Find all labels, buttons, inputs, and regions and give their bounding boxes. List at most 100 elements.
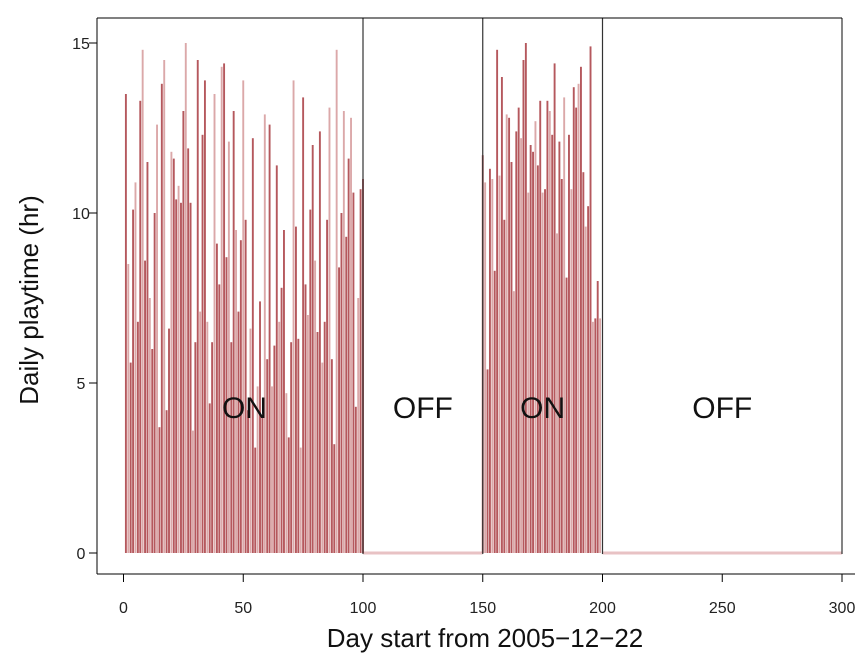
on1-bar — [203, 80, 206, 554]
on1-bar — [223, 63, 226, 554]
on1-bar — [359, 189, 362, 553]
on1-bar — [187, 148, 190, 553]
on1-bar — [206, 321, 209, 553]
on2-bar — [584, 226, 587, 553]
on1-bar — [175, 199, 178, 553]
on1-bar — [263, 114, 266, 554]
on1-bar — [129, 362, 132, 553]
on1-bar — [297, 338, 300, 553]
on1-bar — [347, 158, 350, 553]
on1-bar — [189, 202, 192, 554]
on1-bar — [194, 342, 197, 553]
on2-bar — [541, 192, 544, 553]
on1-bar — [151, 349, 154, 553]
y-tick-label: 15 — [72, 36, 90, 53]
on1-bar — [220, 66, 223, 554]
on1-bar — [326, 219, 329, 554]
on1-bar — [232, 111, 235, 553]
on1-bar — [239, 240, 242, 553]
on2-bar — [579, 66, 582, 554]
on2-bar — [558, 141, 561, 553]
on1-bar — [139, 100, 142, 554]
on2-bar — [568, 134, 570, 554]
phase-label-on: ON — [520, 392, 565, 425]
on1-bar — [357, 298, 360, 553]
on2-bar — [591, 321, 594, 553]
on2-bar — [572, 87, 575, 553]
on1-bar — [180, 202, 182, 554]
on1-bar — [338, 267, 340, 553]
x-tick-label: 200 — [589, 600, 616, 617]
on1-bar — [290, 342, 293, 553]
on1-bar — [132, 209, 135, 553]
on1-bar — [184, 43, 187, 553]
on2-bar — [594, 318, 597, 553]
on2-bar — [522, 60, 525, 553]
on2-bar — [575, 107, 578, 553]
on2-bar — [570, 189, 573, 553]
on2-bar — [524, 43, 527, 553]
on1-bar — [354, 406, 357, 553]
on1-bar — [160, 83, 163, 554]
on1-bar — [330, 359, 333, 553]
on1-bar — [316, 332, 319, 553]
on1-bar — [345, 236, 348, 554]
on1-bar — [235, 230, 238, 553]
on1-bar — [271, 386, 273, 553]
on1-bar — [318, 131, 321, 553]
on2-bar — [548, 111, 551, 553]
on2-bar — [488, 168, 491, 554]
on2-bar — [527, 192, 530, 553]
bars-layer — [124, 43, 842, 555]
on2-bar — [563, 97, 566, 554]
on1-bar — [153, 213, 156, 553]
on1-bar — [244, 219, 247, 554]
on1-bar — [213, 94, 216, 553]
x-tick-label: 0 — [119, 600, 128, 617]
on1-bar — [134, 182, 137, 553]
on2-bar — [512, 291, 515, 553]
on1-bar — [268, 124, 271, 553]
on1-bar — [309, 209, 312, 553]
on1-bar — [225, 257, 228, 553]
on1-bar — [165, 410, 168, 553]
on1-bar — [275, 165, 278, 553]
on2-bar — [520, 138, 523, 553]
on1-bar — [306, 315, 309, 553]
on1-bar — [156, 124, 158, 553]
on1-bar — [158, 427, 161, 553]
on1-bar — [350, 117, 352, 554]
x-tick-label: 300 — [829, 600, 856, 617]
on1-bar — [278, 321, 281, 553]
plot-frame — [96, 17, 855, 575]
on1-bar — [201, 134, 204, 554]
on2-bar — [539, 100, 542, 554]
on1-bar — [192, 430, 194, 553]
on1-bar — [251, 138, 254, 553]
phase-label-off: OFF — [692, 392, 752, 425]
on1-bar — [292, 80, 295, 554]
on1-bar — [227, 141, 230, 553]
on1-bar — [328, 107, 331, 553]
on2-bar — [505, 114, 508, 554]
on2-bar — [484, 182, 487, 553]
on2-bar — [491, 179, 494, 553]
on2-bar — [577, 83, 580, 554]
on1-bar — [146, 162, 149, 553]
on2-bar — [500, 77, 503, 553]
on2-bar — [596, 281, 599, 553]
on1-bar — [208, 403, 211, 553]
on1-bar — [144, 260, 147, 553]
on1-bar — [136, 321, 139, 553]
x-axis-title: Day start from 2005−12−22 — [327, 623, 644, 653]
on2-bar — [534, 121, 537, 553]
on1-bar — [215, 243, 218, 553]
on1-bar — [321, 362, 324, 553]
x-tick-label: 150 — [469, 600, 496, 617]
x-tick-label: 250 — [709, 600, 736, 617]
on2-bar — [496, 49, 499, 554]
on2-bar — [493, 270, 496, 553]
